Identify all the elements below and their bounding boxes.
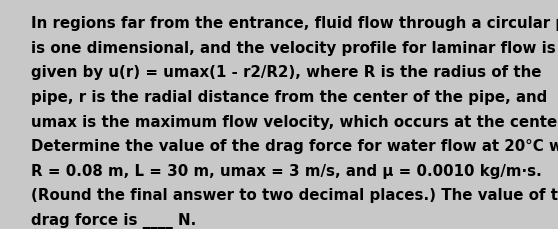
Text: given by u(r) = umax(1 - r2/R2), where R is the radius of the: given by u(r) = umax(1 - r2/R2), where R… bbox=[31, 65, 541, 80]
Text: drag force is ____ N.: drag force is ____ N. bbox=[31, 212, 196, 228]
Text: (Round the final answer to two decimal places.) The value of the: (Round the final answer to two decimal p… bbox=[31, 188, 558, 202]
Text: umax is the maximum flow velocity, which occurs at the center.: umax is the maximum flow velocity, which… bbox=[31, 114, 558, 129]
Text: Determine the value of the drag force for water flow at 20°C with: Determine the value of the drag force fo… bbox=[31, 139, 558, 153]
Text: pipe, r is the radial distance from the center of the pipe, and: pipe, r is the radial distance from the … bbox=[31, 90, 547, 104]
Text: In regions far from the entrance, fluid flow through a circular pipe: In regions far from the entrance, fluid … bbox=[31, 16, 558, 31]
Text: is one dimensional, and the velocity profile for laminar flow is: is one dimensional, and the velocity pro… bbox=[31, 41, 555, 55]
Text: R = 0.08 m, L = 30 m, umax = 3 m/s, and μ = 0.0010 kg/m·s.: R = 0.08 m, L = 30 m, umax = 3 m/s, and … bbox=[31, 163, 541, 178]
